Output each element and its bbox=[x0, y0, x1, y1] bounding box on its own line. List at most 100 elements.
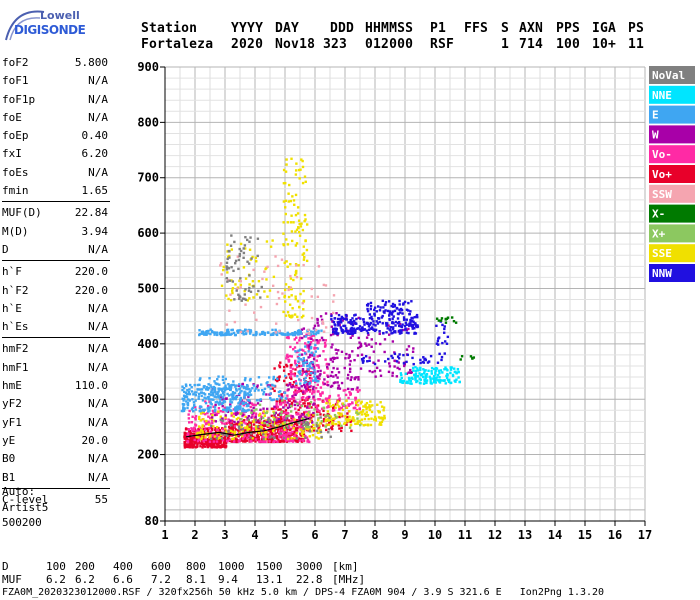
parameter-row: hmE 110.0 bbox=[2, 377, 110, 395]
echo-point bbox=[318, 409, 321, 413]
echo-point bbox=[313, 408, 316, 411]
echo-point bbox=[278, 364, 281, 367]
echo-point bbox=[285, 365, 289, 368]
echo-point bbox=[348, 403, 352, 406]
echo-point bbox=[190, 420, 194, 424]
echo-point bbox=[233, 437, 237, 440]
echo-point bbox=[335, 312, 338, 315]
echo-point bbox=[247, 434, 251, 437]
echo-point bbox=[302, 402, 305, 405]
echo-point bbox=[299, 428, 302, 431]
echo-point bbox=[241, 429, 244, 433]
echo-point bbox=[208, 440, 212, 443]
echo-point bbox=[400, 308, 404, 312]
echo-point bbox=[293, 372, 297, 375]
echo-point bbox=[390, 311, 394, 315]
echo-point bbox=[241, 297, 245, 300]
echo-point bbox=[217, 426, 220, 430]
echo-point bbox=[223, 436, 226, 439]
echo-point bbox=[398, 299, 401, 303]
echo-point bbox=[317, 341, 320, 344]
echo-point bbox=[219, 438, 223, 442]
echo-point bbox=[374, 328, 378, 332]
echo-point bbox=[289, 274, 292, 278]
echo-point bbox=[326, 418, 329, 421]
echo-point bbox=[289, 410, 293, 413]
echo-point bbox=[217, 407, 221, 410]
echo-point bbox=[232, 383, 235, 387]
echo-point bbox=[289, 372, 293, 376]
echo-point bbox=[292, 278, 295, 282]
echo-point bbox=[254, 387, 258, 390]
echo-point bbox=[293, 418, 296, 421]
echo-point bbox=[391, 310, 395, 313]
echo-point bbox=[303, 415, 307, 419]
echo-point bbox=[328, 402, 332, 405]
series-x- bbox=[435, 316, 476, 361]
echo-point bbox=[200, 391, 204, 394]
echo-point bbox=[193, 441, 197, 445]
echo-point bbox=[299, 389, 302, 393]
x-tick-label: 11 bbox=[458, 528, 472, 542]
echo-point bbox=[398, 322, 402, 326]
echo-point bbox=[213, 388, 217, 392]
echo-point bbox=[200, 429, 203, 432]
echo-point bbox=[303, 335, 306, 338]
echo-point bbox=[250, 409, 253, 412]
echo-point bbox=[247, 289, 251, 292]
echo-point bbox=[335, 327, 338, 331]
echo-point bbox=[351, 334, 354, 337]
echo-point bbox=[230, 439, 233, 443]
parameter-value: N/A bbox=[88, 415, 108, 429]
echo-point bbox=[232, 394, 235, 397]
echo-point bbox=[217, 390, 220, 393]
echo-point bbox=[335, 329, 338, 333]
echo-point bbox=[291, 307, 294, 310]
echo-point bbox=[284, 314, 288, 317]
echo-point bbox=[226, 436, 230, 439]
echo-point bbox=[283, 295, 286, 299]
echo-point bbox=[432, 374, 436, 378]
echo-point bbox=[251, 279, 255, 283]
echo-point bbox=[215, 331, 219, 334]
echo-point bbox=[230, 265, 233, 269]
echo-point bbox=[224, 332, 227, 335]
echo-point bbox=[372, 328, 376, 332]
echo-point bbox=[266, 433, 269, 436]
echo-point bbox=[337, 386, 340, 390]
echo-point bbox=[220, 398, 224, 401]
echo-point bbox=[302, 300, 305, 303]
echo-point bbox=[203, 430, 206, 433]
echo-point bbox=[230, 437, 234, 441]
echo-point bbox=[219, 441, 222, 445]
echo-point bbox=[348, 355, 351, 358]
x-tick-label: 14 bbox=[548, 528, 562, 542]
echo-point bbox=[360, 358, 364, 361]
echo-point bbox=[277, 297, 281, 300]
echo-point bbox=[308, 428, 311, 432]
echo-point bbox=[374, 342, 378, 345]
echo-point bbox=[281, 399, 284, 402]
echo-point bbox=[346, 329, 349, 333]
echo-point bbox=[341, 402, 345, 405]
y-tick-label: 200 bbox=[137, 448, 159, 462]
echo-point bbox=[282, 416, 285, 419]
x-tick-label: 13 bbox=[518, 528, 532, 542]
echo-point bbox=[290, 439, 294, 442]
echo-point bbox=[469, 355, 473, 358]
echo-point bbox=[301, 398, 304, 402]
echo-point bbox=[388, 328, 391, 331]
ionogram-chart: 1 2 3 4 5 6 7 8 9 10 11 12 13 14 15 16 17802003004005006… bbox=[137, 60, 695, 542]
echo-point bbox=[323, 371, 326, 374]
echo-point bbox=[263, 432, 267, 436]
echo-point bbox=[216, 378, 219, 381]
echo-point bbox=[325, 424, 328, 427]
echo-point bbox=[234, 283, 237, 286]
echo-point bbox=[416, 325, 419, 329]
echo-point bbox=[388, 314, 391, 317]
echo-point bbox=[226, 271, 229, 274]
echo-point bbox=[350, 326, 353, 330]
echo-point bbox=[285, 363, 288, 367]
series-noval bbox=[210, 234, 332, 441]
echo-point bbox=[242, 421, 246, 424]
